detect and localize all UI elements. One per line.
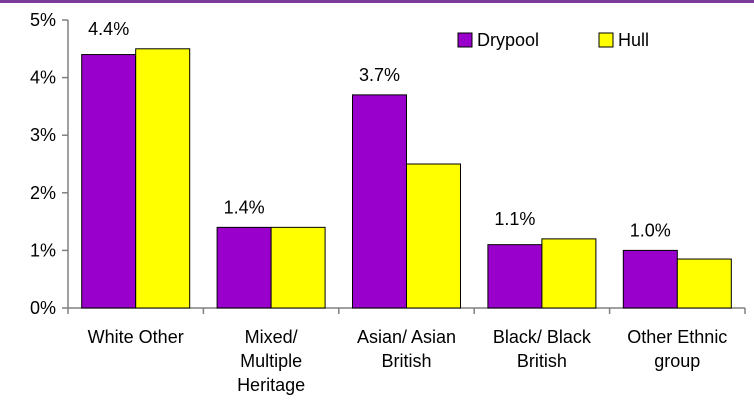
chart-labels: 4.4% White Other 1.4% Mixed/Multiple Heritag… bbox=[88, 19, 728, 395]
x-category-label: White Other bbox=[88, 327, 184, 347]
data-label: 1.4% bbox=[224, 197, 265, 217]
y-tick-label: 1% bbox=[30, 240, 56, 260]
top-accent-rule bbox=[0, 0, 754, 3]
x-category-label-line: Heritage bbox=[237, 375, 305, 395]
bar-drypool-0 bbox=[81, 54, 137, 309]
y-tick-label: 0% bbox=[30, 298, 56, 318]
bar-hull-1 bbox=[270, 226, 326, 309]
y-tick-label: 2% bbox=[30, 183, 56, 203]
x-category-label-line: group bbox=[654, 351, 700, 371]
legend-swatch-drypool bbox=[457, 32, 473, 48]
x-category-label-line: Multiple bbox=[240, 351, 302, 371]
x-category-label-line: Black/ Black bbox=[493, 327, 592, 347]
x-category-label: Asian/ Asian British bbox=[357, 327, 456, 371]
bar-hull-3 bbox=[541, 238, 597, 309]
bar-drypool-4 bbox=[622, 249, 678, 309]
data-label: 4.4% bbox=[88, 19, 129, 39]
legend-swatch-hull bbox=[598, 32, 614, 48]
x-category-label: Black/ Black British bbox=[493, 327, 592, 371]
legend-label-drypool: Drypool bbox=[477, 30, 539, 50]
data-label: 1.0% bbox=[630, 220, 671, 240]
x-category-label-line: Mixed/ bbox=[245, 327, 298, 347]
bar-drypool-1 bbox=[216, 226, 272, 309]
data-label: 3.7% bbox=[359, 65, 400, 85]
x-category-label-line: British bbox=[381, 351, 431, 371]
x-category-label-line: Asian/ Asian bbox=[357, 327, 456, 347]
chart-legend: Drypool Hull bbox=[457, 30, 649, 50]
bar-hull-0 bbox=[135, 48, 191, 309]
x-category-label: Mixed/Multiple Heritage bbox=[237, 327, 305, 395]
data-label: 1.1% bbox=[494, 209, 535, 229]
legend-label-hull: Hull bbox=[618, 30, 649, 50]
y-tick-label: 4% bbox=[30, 68, 56, 88]
y-tick-label: 3% bbox=[30, 125, 56, 145]
bar-drypool-3 bbox=[487, 244, 543, 309]
bar-hull-4 bbox=[676, 258, 732, 309]
y-tick-label: 5% bbox=[30, 10, 56, 30]
x-category-label-line: White Other bbox=[88, 327, 184, 347]
chart-bars bbox=[81, 48, 732, 309]
x-category-label: Other Ethnic group bbox=[627, 327, 727, 371]
bar-hull-2 bbox=[406, 163, 461, 309]
bar-drypool-2 bbox=[352, 94, 407, 309]
x-category-label-line: Other Ethnic bbox=[627, 327, 727, 347]
x-category-label-line: British bbox=[517, 351, 567, 371]
